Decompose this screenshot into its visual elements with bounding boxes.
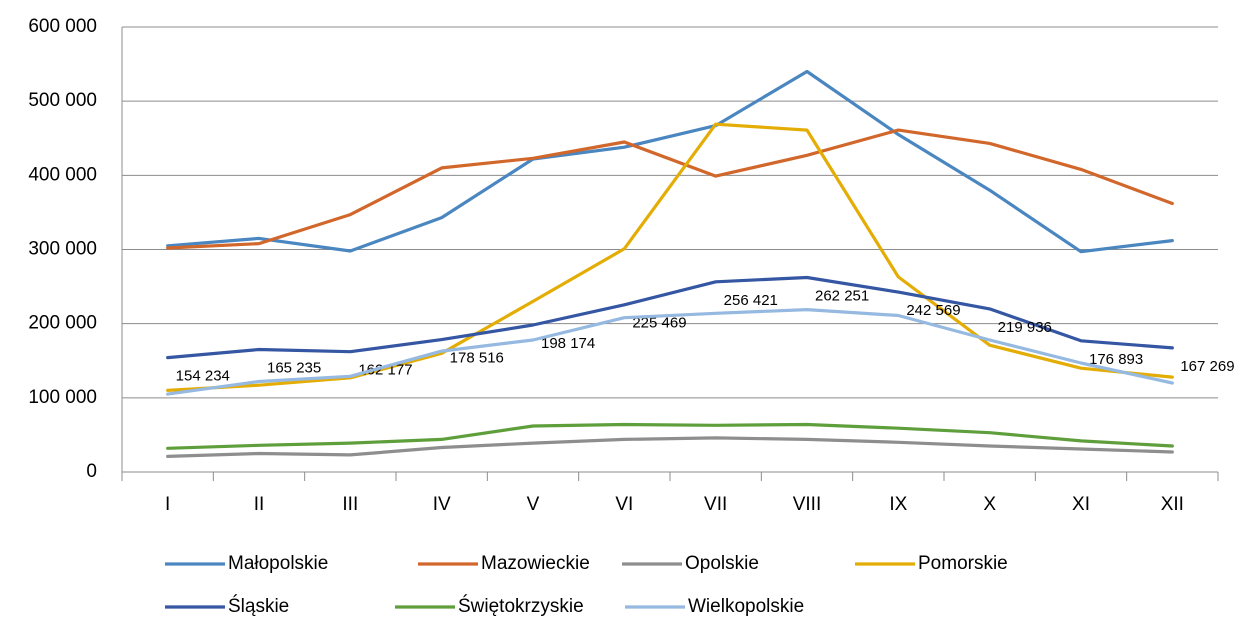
data-label: 162 177 [358, 362, 412, 379]
y-tick-label: 600 000 [28, 16, 97, 37]
legend-label: Wielkopolskie [688, 596, 804, 617]
x-tick-label: III [342, 494, 358, 515]
data-label: 262 251 [815, 287, 869, 304]
x-tick-label: XI [1072, 494, 1090, 515]
x-tick-label: XII [1161, 494, 1184, 515]
x-tick-label: VI [615, 494, 633, 515]
data-label: 165 235 [267, 359, 321, 376]
y-tick-label: 0 [86, 461, 97, 482]
legend-label: Pomorskie [918, 553, 1008, 574]
series-line [166, 308, 1174, 396]
data-label: 242 569 [906, 302, 960, 319]
series-line [166, 128, 1174, 250]
series-line [166, 275, 1174, 360]
legend-label: Mazowieckie [481, 553, 590, 574]
data-label: 219 936 [998, 319, 1052, 336]
data-label: 176 893 [1089, 351, 1143, 368]
x-tick-label: VII [704, 494, 727, 515]
series-line [166, 122, 1174, 392]
series-line [166, 436, 1174, 458]
y-tick-label: 100 000 [28, 387, 97, 408]
y-tick-label: 400 000 [28, 164, 97, 185]
series-line [166, 69, 1174, 254]
data-label: 256 421 [724, 292, 778, 309]
data-label: 225 469 [632, 315, 686, 332]
x-tick-label: IX [889, 494, 907, 515]
x-tick-label: II [254, 494, 265, 515]
legend-label: Małopolskie [228, 553, 328, 574]
legend-label: Świętokrzyskie [458, 595, 584, 617]
x-tick-label: VIII [793, 494, 822, 515]
data-label: 154 234 [176, 368, 230, 385]
y-tick-label: 200 000 [28, 313, 97, 334]
x-tick-label: I [165, 494, 170, 515]
x-tick-label: V [527, 494, 540, 515]
series-line [166, 422, 1174, 450]
y-tick-label: 500 000 [28, 90, 97, 111]
data-label: 178 516 [450, 350, 504, 367]
legend-label: Opolskie [685, 553, 759, 574]
y-tick-label: 300 000 [28, 239, 97, 260]
x-tick-label: X [983, 494, 996, 515]
data-label: 198 174 [541, 335, 595, 352]
x-tick-label: IV [433, 494, 451, 515]
data-label: 167 269 [1180, 358, 1234, 375]
legend-label: Śląskie [228, 595, 289, 617]
